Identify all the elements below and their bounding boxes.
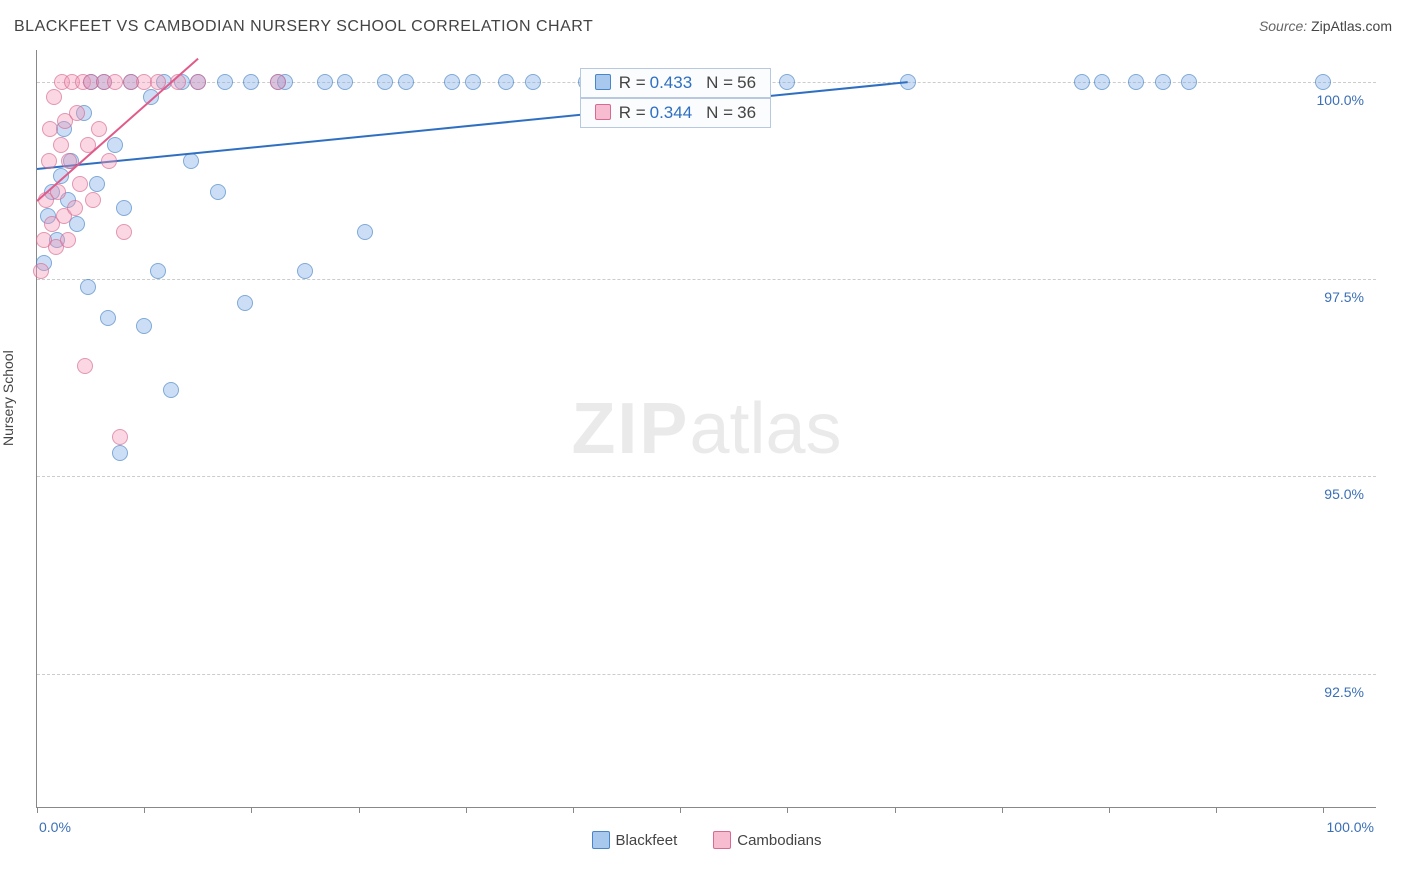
chart-header: BLACKFEET VS CAMBODIAN NURSERY SCHOOL CO…: [14, 18, 1392, 44]
data-point: [85, 192, 101, 208]
x-tick: [1323, 807, 1324, 813]
data-point: [107, 74, 123, 90]
data-point: [217, 74, 233, 90]
data-point: [1155, 74, 1171, 90]
data-point: [112, 445, 128, 461]
data-point: [237, 295, 253, 311]
data-point: [72, 176, 88, 192]
watermark-bold: ZIP: [571, 389, 689, 469]
gridline: [37, 476, 1376, 477]
data-point: [69, 105, 85, 121]
chart-title: BLACKFEET VS CAMBODIAN NURSERY SCHOOL CO…: [14, 18, 593, 35]
x-tick: [144, 807, 145, 813]
data-point: [77, 358, 93, 374]
data-point: [91, 121, 107, 137]
data-point: [33, 263, 49, 279]
data-point: [89, 176, 105, 192]
source-label: Source:: [1259, 18, 1311, 34]
data-point: [101, 153, 117, 169]
data-point: [317, 74, 333, 90]
x-tick: [1109, 807, 1110, 813]
x-tick: [895, 807, 896, 813]
data-point: [150, 263, 166, 279]
data-point: [53, 137, 69, 153]
y-tick-label: 97.5%: [1320, 289, 1368, 305]
data-point: [465, 74, 481, 90]
data-point: [116, 224, 132, 240]
data-point: [69, 216, 85, 232]
x-tick: [1002, 807, 1003, 813]
data-point: [41, 153, 57, 169]
data-point: [1315, 74, 1331, 90]
data-point: [357, 224, 373, 240]
data-point: [337, 74, 353, 90]
x-tick: [787, 807, 788, 813]
data-point: [190, 74, 206, 90]
data-point: [398, 74, 414, 90]
data-point: [1094, 74, 1110, 90]
data-point: [107, 137, 123, 153]
trend-line: [37, 82, 908, 171]
source-value: ZipAtlas.com: [1311, 18, 1392, 34]
data-point: [67, 200, 83, 216]
data-point: [1181, 74, 1197, 90]
x-max-label: 100.0%: [1327, 819, 1374, 835]
data-point: [444, 74, 460, 90]
data-point: [1074, 74, 1090, 90]
x-tick: [251, 807, 252, 813]
gridline: [37, 279, 1376, 280]
x-tick: [573, 807, 574, 813]
legend-item: Blackfeet: [592, 832, 678, 849]
data-point: [525, 74, 541, 90]
x-tick: [37, 807, 38, 813]
data-point: [297, 263, 313, 279]
correlation-stats: R =0.433N =56: [580, 68, 771, 98]
data-point: [100, 310, 116, 326]
data-point: [46, 89, 62, 105]
x-tick: [359, 807, 360, 813]
data-point: [498, 74, 514, 90]
y-tick-label: 92.5%: [1320, 684, 1368, 700]
data-point: [80, 279, 96, 295]
y-axis-label: Nursery School: [0, 350, 16, 446]
data-point: [377, 74, 393, 90]
data-point: [779, 74, 795, 90]
y-tick-label: 95.0%: [1320, 486, 1368, 502]
x-min-label: 0.0%: [39, 819, 71, 835]
data-point: [42, 121, 58, 137]
gridline: [37, 674, 1376, 675]
y-tick-label: 100.0%: [1313, 92, 1368, 108]
scatter-plot: ZIPatlas BlackfeetCambodians 92.5%95.0%9…: [36, 50, 1376, 808]
legend-item: Cambodians: [713, 832, 821, 849]
data-point: [243, 74, 259, 90]
x-tick: [680, 807, 681, 813]
data-point: [1128, 74, 1144, 90]
legend: Blackfeet Cambodians: [37, 831, 1376, 849]
source-attribution: Source: ZipAtlas.com: [1259, 18, 1392, 34]
data-point: [163, 382, 179, 398]
watermark: ZIPatlas: [571, 388, 841, 470]
x-tick: [1216, 807, 1217, 813]
data-point: [60, 232, 76, 248]
data-point: [116, 200, 132, 216]
data-point: [210, 184, 226, 200]
watermark-rest: atlas: [689, 389, 841, 469]
data-point: [136, 318, 152, 334]
data-point: [112, 429, 128, 445]
x-tick: [466, 807, 467, 813]
correlation-stats: R =0.344N =36: [580, 98, 771, 128]
data-point: [270, 74, 286, 90]
